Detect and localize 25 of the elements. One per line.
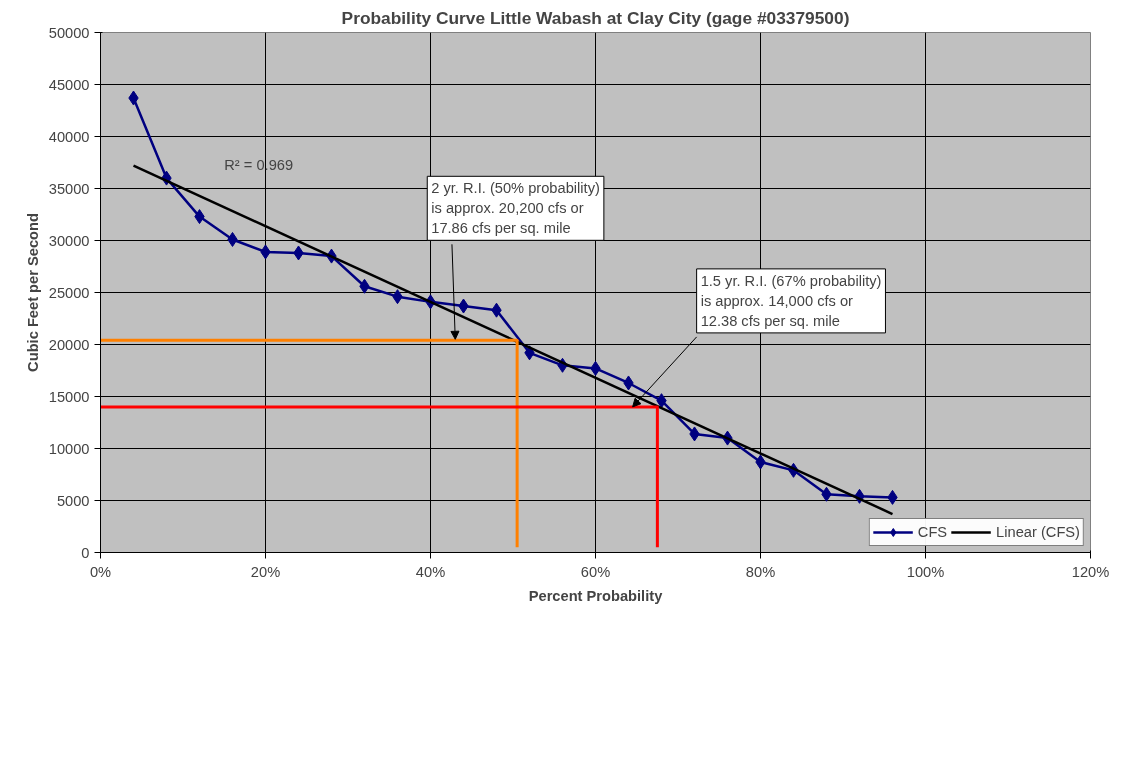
y-tick-label: 35000 (48, 180, 90, 197)
x-tick-label: 20% (250, 563, 281, 580)
x-tick-label: 120% (1071, 563, 1110, 580)
x-axis-title: Percent Probability (528, 587, 664, 604)
legend-label: Linear (CFS) (996, 524, 1080, 540)
x-tick-label: 100% (906, 563, 945, 580)
chart-title: Probability Curve Little Wabash at Clay City (gage #03379500) (341, 7, 850, 28)
y-tick-label: 0 (81, 544, 90, 561)
annotation: 2 yr. R.I. (50% probability) is approx. 20,200 cfs or 17.86 cfs per sq. mile (431, 180, 600, 237)
y-tick-label: 30000 (48, 232, 90, 249)
y-tick-label: 20000 (48, 336, 90, 353)
y-axis-title: Cubic Feet per Second (24, 213, 41, 372)
x-tick-label: 0% (89, 563, 112, 580)
y-tick-label: 40000 (48, 128, 90, 145)
y-tick-label: 50000 (48, 24, 90, 41)
x-tick-label: 40% (415, 563, 446, 580)
y-tick-label: 15000 (48, 388, 90, 405)
y-tick-label: 45000 (48, 76, 90, 93)
y-tick-label: 10000 (48, 440, 90, 457)
x-tick-label: 80% (745, 563, 776, 580)
annotation: 1.5 yr. R.I. (67% probability) is approx. 14,000 cfs or 12.38 cfs per sq. mile (700, 272, 882, 329)
legend-label: CFS (917, 524, 948, 540)
y-tick-label: 25000 (48, 284, 90, 301)
y-tick-label: 5000 (56, 492, 90, 509)
x-tick-label: 60% (580, 563, 611, 580)
